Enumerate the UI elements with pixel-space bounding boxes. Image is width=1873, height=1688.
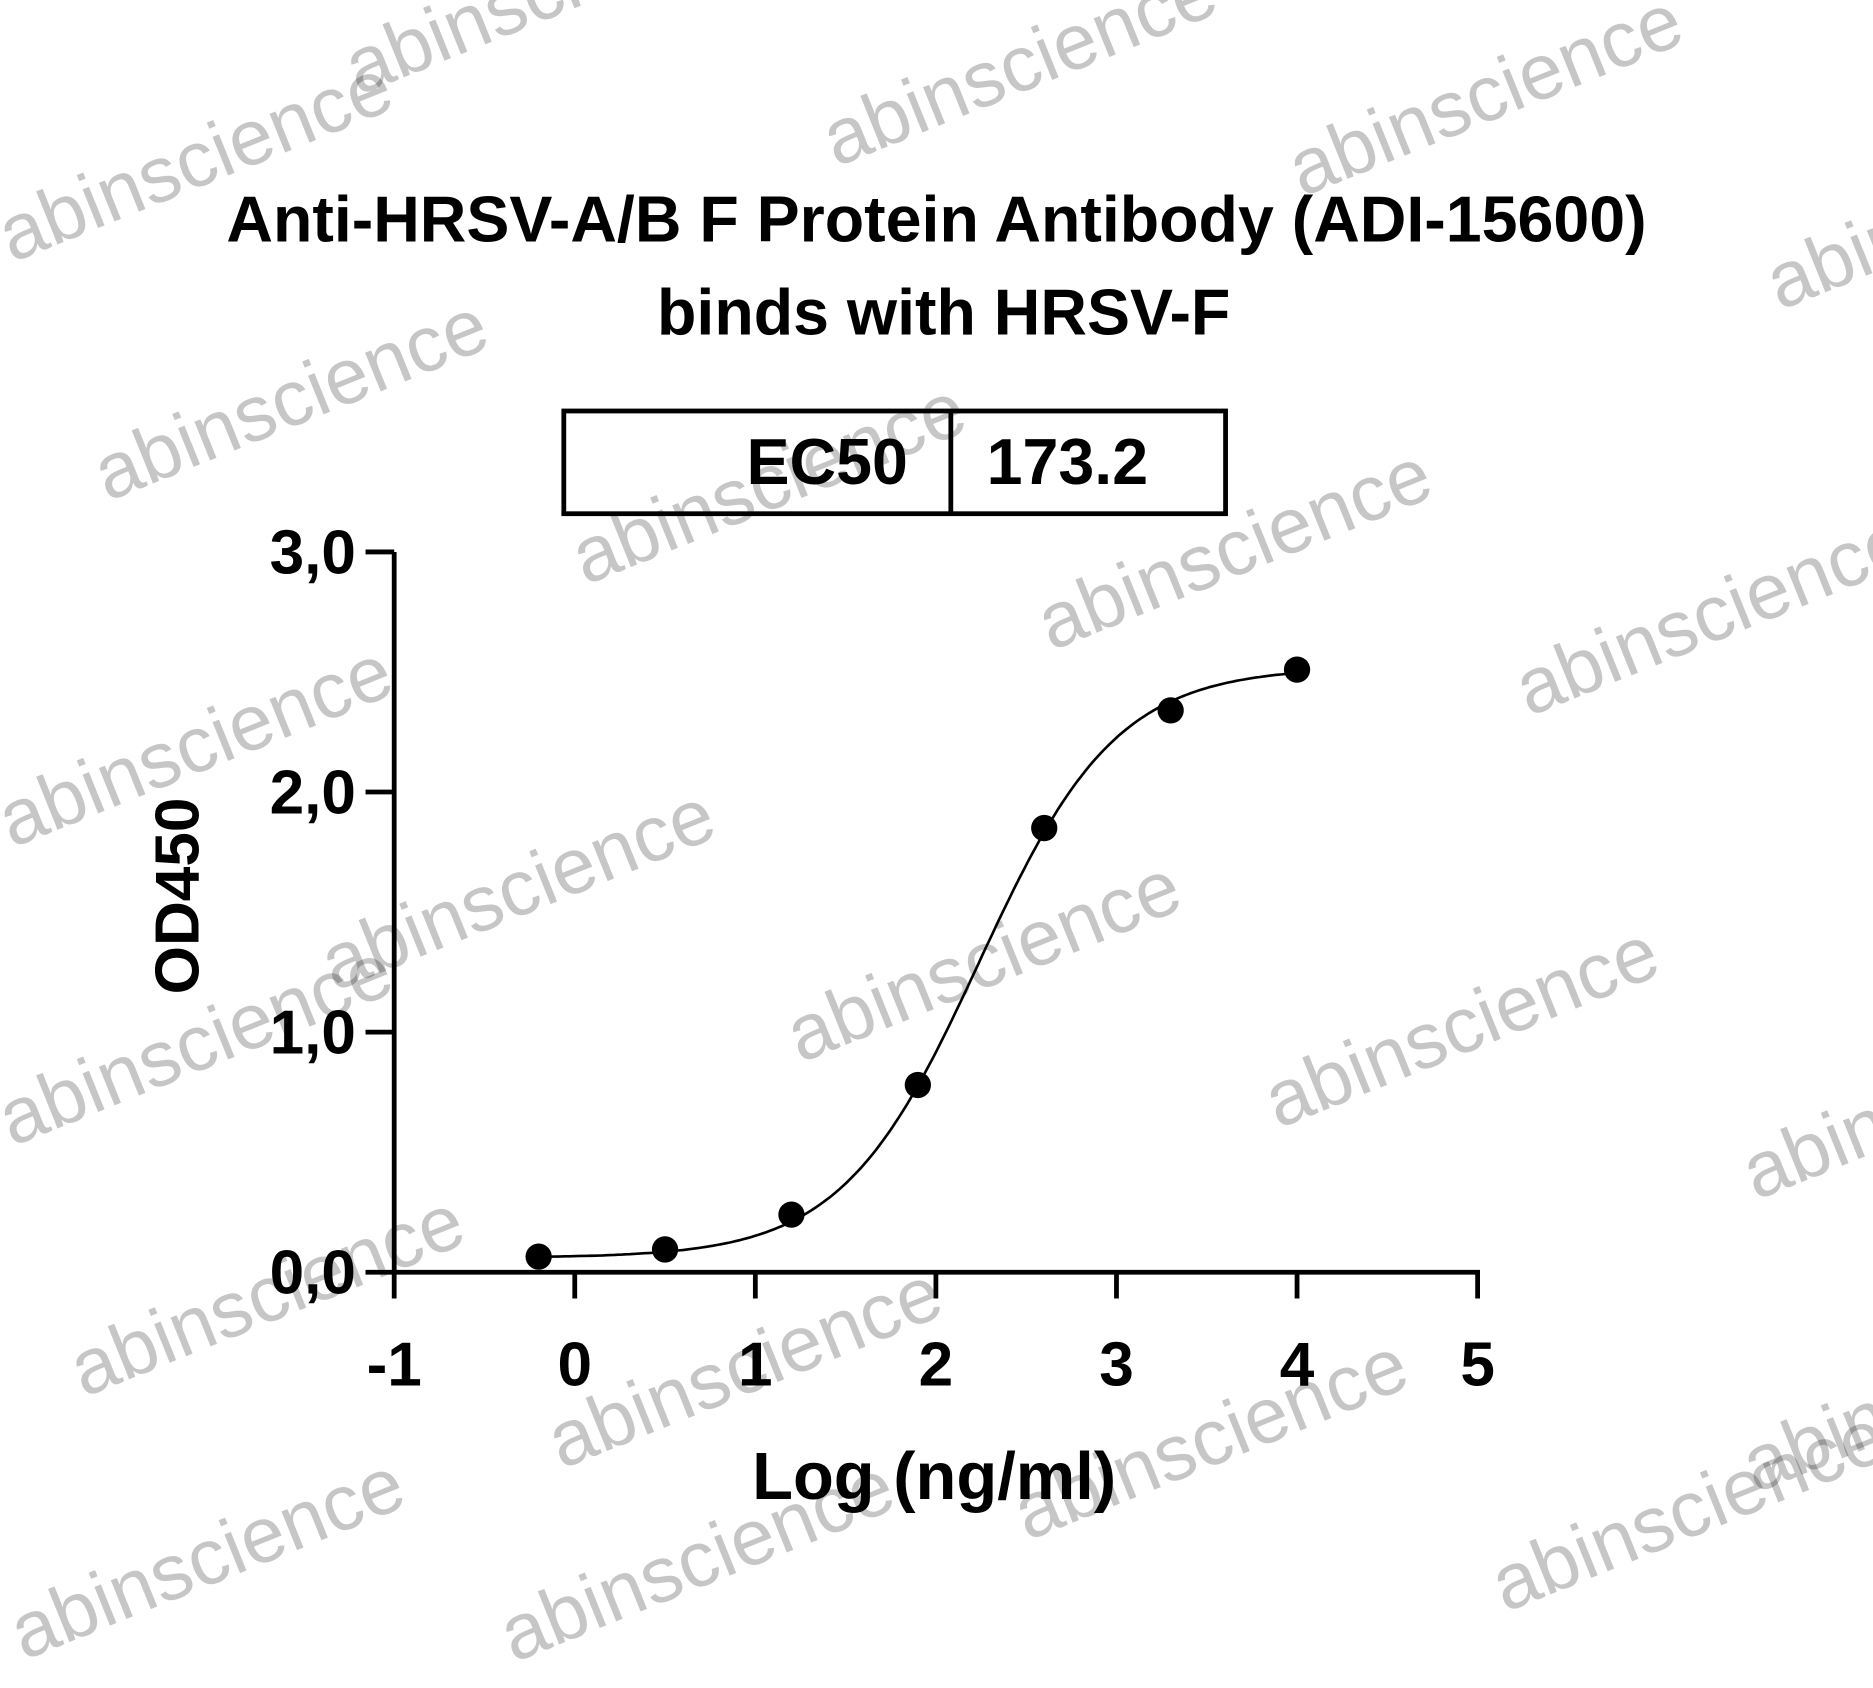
chart-title: Anti-HRSV-A/B F Protein Antibody (ADI-15…: [226, 183, 1646, 255]
data-point: [1157, 697, 1184, 724]
watermark-text: abinscience: [1753, 89, 1873, 327]
y-tick-label: 1,0: [270, 999, 356, 1068]
watermark-text: abinscience: [0, 1439, 416, 1677]
watermark-text: abinscience: [81, 280, 500, 518]
watermark-text: abinscience: [1001, 1319, 1420, 1557]
x-tick-label: 3: [1099, 1331, 1134, 1400]
watermark-text: abinscience: [1275, 0, 1694, 213]
ec50-value: 173.2: [987, 426, 1148, 498]
watermark-text: abinscience: [1502, 495, 1873, 733]
data-point: [525, 1243, 552, 1270]
x-tick-label: 2: [919, 1331, 954, 1400]
data-point: [904, 1071, 931, 1099]
y-axis-label: OD450: [143, 798, 212, 995]
data-point: [778, 1201, 805, 1228]
data-point: [1283, 656, 1311, 683]
watermark-text: abinscience: [810, 0, 1229, 183]
plot-area: [525, 656, 1311, 1270]
watermark-text: abinscience: [1252, 907, 1671, 1145]
ec50-table-border: [561, 408, 1228, 517]
data-point: [651, 1236, 679, 1263]
x-tick-label: 1: [738, 1331, 773, 1400]
axes: -1 0 1 2 3 4 5 0,0 1,0 2,0 3,0: [270, 518, 1495, 1399]
x-axis-label: Log (ng/ml): [752, 1439, 1116, 1514]
y-tick-label: 2,0: [270, 759, 356, 828]
x-tick-label: -1: [367, 1331, 422, 1400]
watermark-text: abinscience: [332, 0, 751, 111]
y-tick-label: 0,0: [270, 1239, 356, 1308]
ec50-table: EC50 173.2: [561, 408, 1228, 517]
watermark-text: abinscience: [774, 841, 1193, 1079]
x-tick-label: 0: [557, 1331, 592, 1400]
watermark-text: abinscience: [1729, 979, 1873, 1217]
x-tick-label: 5: [1460, 1331, 1495, 1400]
x-tick-label: 4: [1280, 1331, 1315, 1400]
ec50-label: EC50: [746, 426, 907, 498]
chart-subtitle: binds with HRSV-F: [657, 277, 1230, 349]
data-point: [1031, 814, 1058, 842]
y-tick-label: 3,0: [270, 518, 356, 587]
